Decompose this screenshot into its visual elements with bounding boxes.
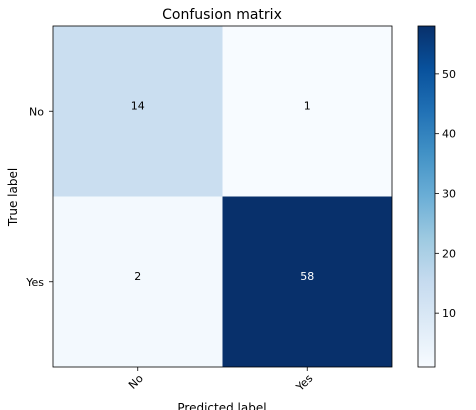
colorbar [417, 25, 436, 368]
cell-value-label: 2 [134, 270, 141, 283]
heatmap-cells [53, 26, 392, 367]
x-axis-ticks: No Yes [126, 367, 316, 395]
cell-value-label: 1 [304, 99, 311, 112]
colorbar-tick-label: 10 [442, 307, 456, 320]
x-tick-label: No [126, 372, 146, 392]
colorbar-tick-label: 20 [442, 247, 456, 260]
x-axis-label: Predicted label [177, 401, 266, 410]
cell-value-labels: 14 1 2 58 [131, 99, 315, 283]
cell-value-label: 14 [131, 99, 145, 112]
heatmap-cell [53, 196, 223, 367]
cell-value-label: 58 [300, 270, 314, 283]
heatmap-cell [222, 196, 392, 367]
y-axis-label: True label [6, 168, 20, 227]
colorbar-ticks: 10 20 30 40 50 [435, 68, 456, 320]
y-tick-label: No [29, 105, 44, 118]
heatmap-cell [222, 26, 392, 197]
colorbar-tick-label: 50 [442, 68, 456, 81]
colorbar-tick-label: 40 [442, 128, 456, 141]
plot-frame [52, 25, 393, 368]
heatmap-cell [53, 26, 223, 197]
y-axis-ticks: No Yes [25, 105, 53, 289]
x-tick-label: Yes [293, 372, 316, 395]
y-tick-label: Yes [25, 276, 44, 289]
chart-title: Confusion matrix [162, 7, 282, 23]
colorbar-tick-label: 30 [442, 188, 456, 201]
